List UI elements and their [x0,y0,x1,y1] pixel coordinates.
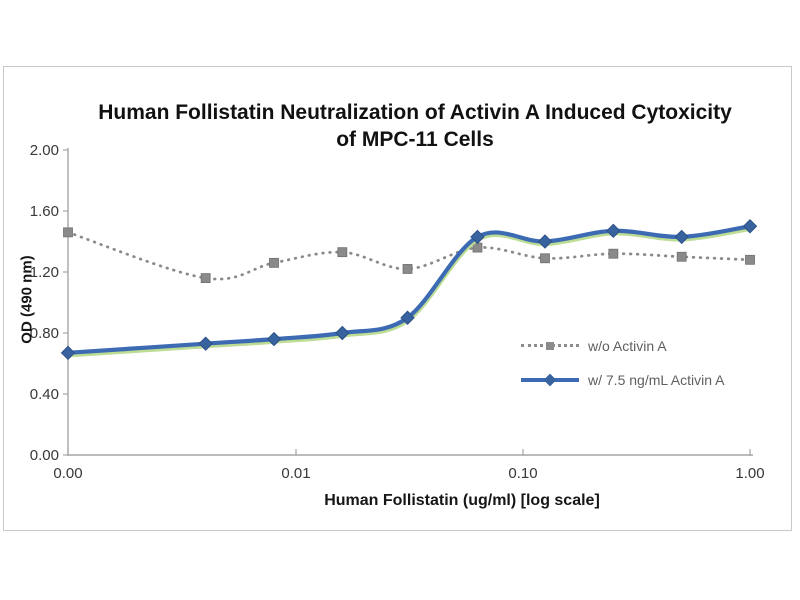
data-point-marker-w-7-5-ng-ml-activin-a [537,234,553,249]
legend: w/o Activin A w/ 7.5 ng/mL Activin A [521,336,724,404]
legend-item-w-7-5-ng-ml-activin-a: w/ 7.5 ng/mL Activin A [521,370,724,390]
y-tick-label: 1.60 [30,203,59,220]
data-point-marker-w-o-activin-a [402,264,413,274]
data-point-marker-w-7-5-ng-ml-activin-a [742,219,758,234]
data-point-marker-w-7-5-ng-ml-activin-a [400,310,415,325]
series-line-w-7-5-ng-ml-activin-a [65,224,753,355]
y-axis-title: OD (490 nm) [18,255,36,344]
y-tick-label: 1.20 [30,264,59,281]
legend-sample-w-o-activin-a [521,339,579,353]
data-point-marker-w-7-5-ng-ml-activin-a [266,331,282,347]
legend-item-w-o-activin-a: w/o Activin A [521,336,724,356]
y-tick-label: 0.80 [30,325,59,342]
x-tick-label: 0.00 [53,465,82,482]
data-point-marker-w-7-5-ng-ml-activin-a [674,229,689,245]
x-tick-label: 1.00 [735,465,764,482]
data-point-marker-w-o-activin-a [745,254,755,265]
legend-label-w-7-5-ng-ml-activin-a: w/ 7.5 ng/mL Activin A [588,372,725,388]
data-point-marker-w-7-5-ng-ml-activin-a [60,345,76,361]
data-point-marker-w-7-5-ng-ml-activin-a [335,325,350,341]
chart-title: Human Follistatin Neutralization of Acti… [98,101,732,151]
x-tick-label: 0.10 [508,465,537,482]
data-point-marker-w-o-activin-a [540,253,550,264]
data-point-marker-w-o-activin-a [608,248,619,259]
legend-label-w-o-activin-a: w/o Activin A [588,338,667,354]
data-point-marker-w-7-5-ng-ml-activin-a [470,229,485,245]
data-point-marker-w-7-5-ng-ml-activin-a [198,336,213,351]
data-point-marker-w-o-activin-a [200,273,211,284]
series-glow-w-7-5-ng-ml-activin-a [68,227,752,358]
data-point-marker-w-o-activin-a [269,257,279,268]
data-point-marker-w-7-5-ng-ml-activin-a [606,223,621,239]
y-tick-label: 0.40 [30,386,59,403]
diamond-marker-icon [543,373,557,387]
data-point-marker-w-o-activin-a [337,247,348,258]
data-point-marker-w-o-activin-a [63,227,73,238]
y-tick-label: 2.00 [30,142,59,159]
data-point-marker-w-o-activin-a [676,251,687,262]
y-tick-label: 0.00 [30,447,59,464]
x-tick-label: 0.01 [281,465,310,482]
chart-panel [3,66,792,531]
x-axis-title: Human Follistatin (ug/ml) [log scale] [324,492,600,509]
legend-sample-w-7-5-ng-ml-activin-a [521,373,579,387]
square-marker-icon [546,342,554,350]
